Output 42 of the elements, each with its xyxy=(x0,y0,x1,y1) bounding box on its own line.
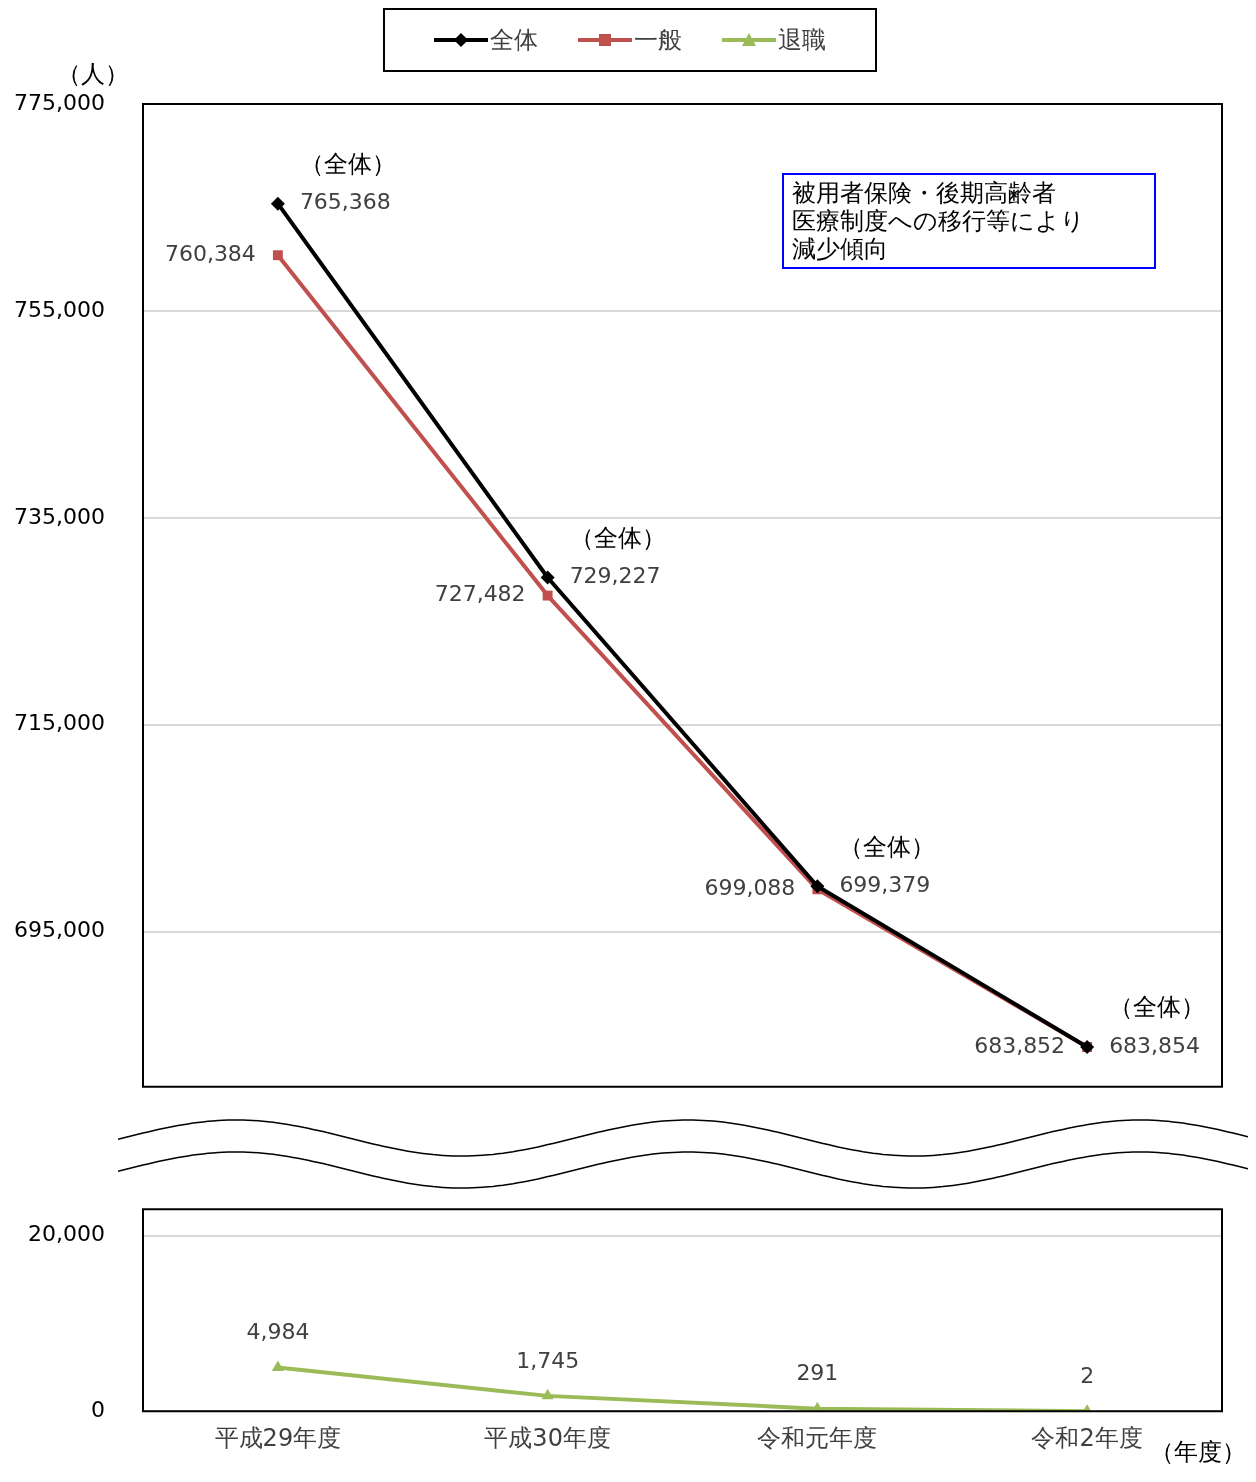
y-tick-label: 715,000 xyxy=(14,710,105,736)
point xyxy=(810,879,825,894)
data-label: 2 xyxy=(1080,1362,1095,1388)
x-tick-label: 平成30年度 xyxy=(484,1423,611,1452)
point xyxy=(271,1360,284,1371)
annotation: 医療制度への移行等により xyxy=(792,207,1086,235)
annotation: 減少傾向 xyxy=(792,235,889,263)
x-tick-label: 平成29年度 xyxy=(214,1423,342,1452)
point xyxy=(270,196,285,211)
y-tick-label: 735,000 xyxy=(14,503,105,529)
x-axis-title: （年度） xyxy=(1150,1438,1246,1467)
legend-label: 一般 xyxy=(634,25,682,56)
point xyxy=(540,570,555,585)
y-axis-title: （人） xyxy=(57,60,129,89)
y-tick-label: 0 xyxy=(91,1396,105,1422)
legend-label: 退職 xyxy=(778,25,826,56)
data-label: 683,854 xyxy=(1109,1032,1201,1058)
y-tick-label: 775,000 xyxy=(14,89,105,115)
data-label: 765,368 xyxy=(299,189,391,215)
point xyxy=(542,590,553,601)
annotation: （全体） xyxy=(839,832,936,861)
x-tick-label: 令和2年度 xyxy=(1031,1423,1143,1452)
annotation: （全体） xyxy=(569,523,666,552)
annotation: （全体） xyxy=(1109,993,1206,1022)
data-label: 1,745 xyxy=(516,1347,580,1373)
point xyxy=(272,250,283,261)
annotation: 被用者保険・後期高齢者 xyxy=(792,179,1057,207)
data-label: 699,088 xyxy=(704,875,796,901)
legend-label: 全体 xyxy=(490,25,538,56)
data-label: 729,227 xyxy=(569,563,661,589)
point xyxy=(541,1388,554,1400)
data-label: 683,852 xyxy=(974,1032,1066,1058)
y-tick-label: 695,000 xyxy=(14,917,105,943)
x-tick-label: 令和元年度 xyxy=(757,1423,878,1452)
data-label: 760,384 xyxy=(164,240,256,266)
annotation: （全体） xyxy=(299,149,396,178)
y-tick-label: 20,000 xyxy=(28,1221,105,1247)
data-label: 4,984 xyxy=(246,1319,310,1345)
data-label: 699,379 xyxy=(839,872,931,898)
data-label: 291 xyxy=(796,1360,839,1386)
y-tick-label: 755,000 xyxy=(14,296,105,322)
data-label: 727,482 xyxy=(434,581,526,607)
